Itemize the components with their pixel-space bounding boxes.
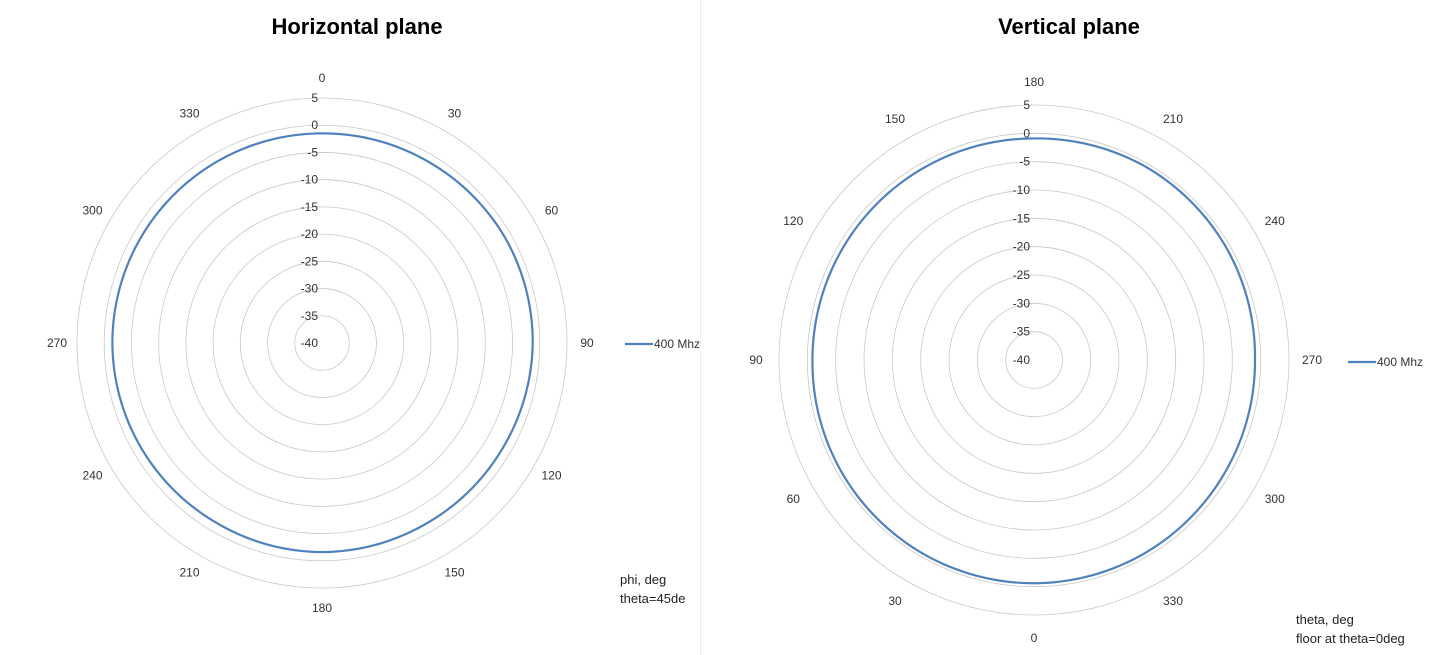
radial-tick-label: -20 [301,227,319,241]
radial-tick-label: 5 [311,91,318,105]
radial-tick-label: -10 [1013,183,1031,197]
grid-ring [76,97,568,589]
axis-note: theta, deg floor at theta=0deg [1296,610,1441,648]
axis-note-line-2: theta=45de [620,591,686,606]
angular-tick-label: 120 [783,214,803,228]
radial-tick-label: -5 [1019,155,1030,169]
angular-tick-label: 210 [1163,112,1183,126]
chart-title: Vertical plane [998,14,1140,39]
axis-note-line-2: floor at theta=0deg [1296,631,1405,646]
angular-tick-label: 30 [888,594,902,608]
radial-tick-label: -15 [1013,211,1031,225]
grid-ring [891,217,1177,503]
grid-ring [976,302,1092,418]
grid-ring [103,124,541,562]
grid-ring [239,260,405,426]
horizontal-plane-polar-plot: 50-5-10-15-20-25-30-35-40030609012015018… [47,71,700,615]
radial-tick-label: -15 [301,200,319,214]
grid-ring [212,233,432,453]
grid-ring [835,161,1233,559]
angular-tick-label: 90 [749,353,763,367]
grid-ring [294,315,350,371]
grid-ring [131,152,513,534]
angular-tick-label: 30 [448,107,462,121]
angular-tick-label: 300 [82,204,102,218]
radial-tick-label: -25 [301,254,319,268]
angular-tick-label: 270 [1302,353,1322,367]
radial-tick-label: -25 [1013,268,1031,282]
angular-tick-label: 240 [1265,214,1285,228]
angular-tick-label: 210 [179,565,199,579]
radial-tick-label: 0 [311,118,318,132]
legend-label: 400 Mhz [654,337,700,351]
grid-ring [948,274,1120,446]
grid-ring [158,179,486,507]
angular-tick-label: 150 [444,565,464,579]
grid-ring [778,104,1290,616]
angular-tick-label: 330 [1163,594,1183,608]
angular-tick-label: 180 [312,601,332,615]
radial-tick-label: -30 [1013,296,1031,310]
radial-tick-label: -35 [1013,325,1031,339]
vertical-plane-polar-plot: 50-5-10-15-20-25-30-35-40180210240270300… [749,75,1423,645]
horizontal-plane-panel: Horizontal plane 5 0 -5 -10 -15 -20 -25 -30 -35-… [0,0,700,655]
radial-tick-label: -40 [301,336,319,350]
radial-tick-label: -10 [301,173,319,187]
angular-tick-label: 120 [541,469,561,483]
angular-tick-label: 270 [47,336,67,350]
angular-tick-label: 150 [885,112,905,126]
angular-tick-label: 240 [82,469,102,483]
series-line-400mhz [811,137,1257,585]
vertical-plane-panel: Vertical plane 5 0 -5 -10 -15 -20 -25 -30 -35 -40… [700,0,1444,655]
radial-tick-label: -40 [1013,353,1031,367]
radial-tick-label: -20 [1013,240,1031,254]
grid-ring [185,206,459,480]
radial-tick-label: -5 [307,145,318,159]
angular-tick-label: 60 [545,204,559,218]
radial-tick-label: 0 [1023,126,1030,140]
axis-note-line-1: phi, deg [620,572,667,587]
legend-label: 400 Mhz [1377,355,1423,369]
axis-note-line-1: theta, deg [1296,612,1354,627]
grid-ring [920,246,1148,474]
grid-ring [863,189,1205,531]
angular-tick-label: 330 [179,107,199,121]
angular-tick-label: 0 [1031,631,1038,645]
angular-tick-label: 90 [580,336,594,350]
grid-ring [267,288,377,398]
chart-title: Horizontal plane [271,14,443,39]
angular-tick-label: 180 [1024,75,1044,89]
angular-tick-label: 300 [1265,492,1285,506]
radial-tick-label: -30 [301,282,319,296]
grid-ring [806,132,1262,588]
series-line-400mhz [111,132,534,554]
radial-tick-label: -35 [301,309,319,323]
grid-ring [1005,331,1063,389]
radial-tick-label: 5 [1023,98,1030,112]
axis-note: phi, deg theta=45de [620,570,698,608]
angular-tick-label: 60 [787,492,801,506]
angular-tick-label: 0 [319,71,326,85]
